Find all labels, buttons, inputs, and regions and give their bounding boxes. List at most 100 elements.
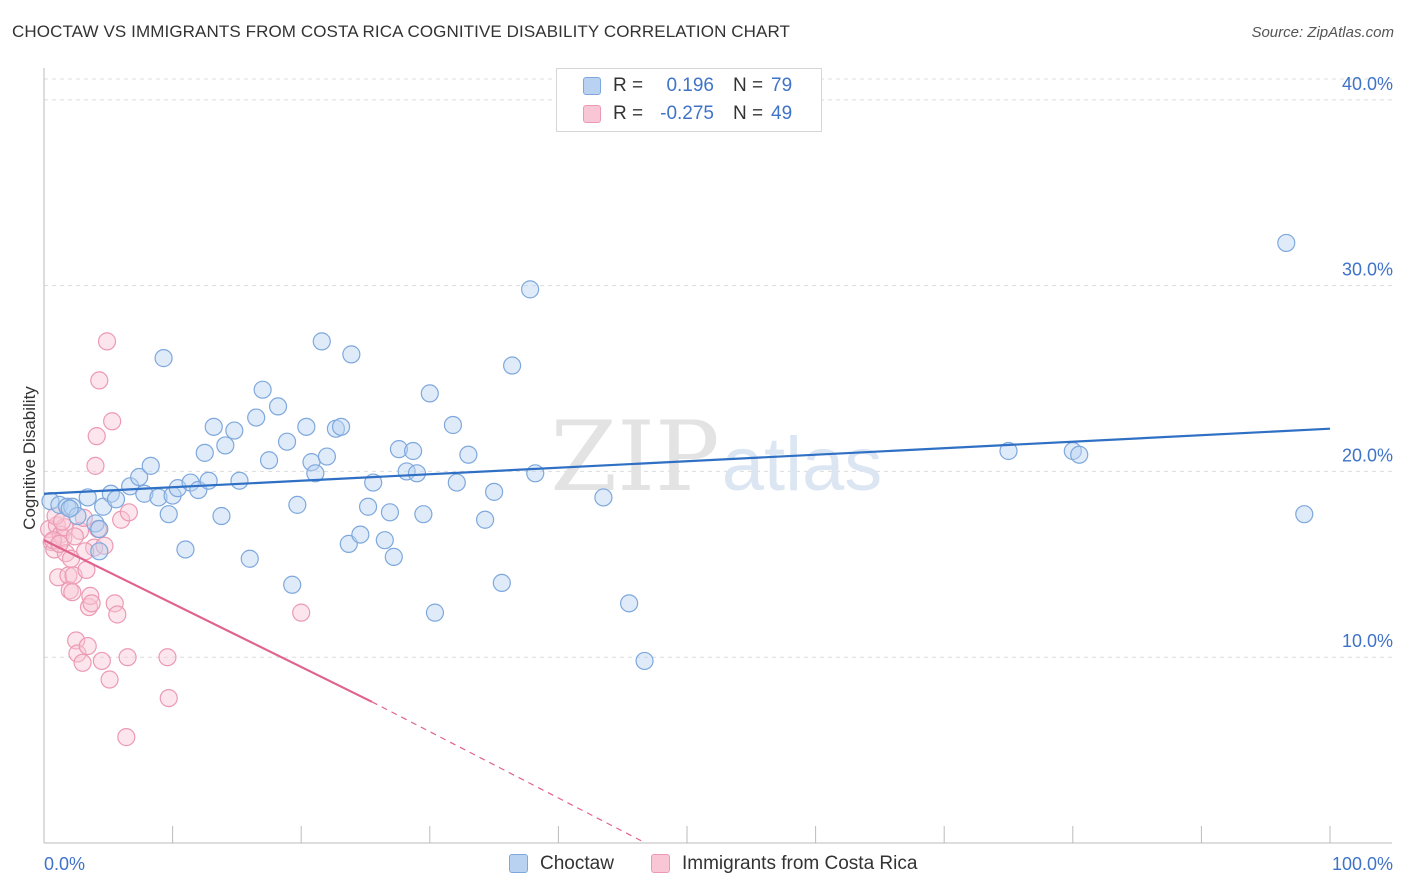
- costa-rica-point: [112, 510, 131, 529]
- legend-swatch-costa-rica: [583, 105, 601, 123]
- choctaw-point: [253, 380, 272, 399]
- chart-title: CHOCTAW VS IMMIGRANTS FROM COSTA RICA CO…: [12, 22, 791, 41]
- choctaw-point: [130, 467, 149, 487]
- y-tick-label: 40.0%: [1342, 74, 1393, 94]
- choctaw-point: [342, 345, 361, 364]
- legend-n-label: N =: [733, 75, 764, 96]
- costa-rica-point: [95, 536, 114, 555]
- choctaw-point: [288, 495, 307, 514]
- bottom-legend-label-choctaw: Choctaw: [540, 853, 614, 874]
- series-costa-rica-points: [40, 332, 311, 747]
- watermark: ZIP atlas: [550, 401, 882, 513]
- costa-rica-point: [65, 527, 84, 546]
- choctaw-point: [58, 497, 77, 516]
- choctaw-point: [247, 408, 266, 427]
- costa-rica-point: [60, 581, 79, 600]
- choctaw-point: [475, 510, 495, 529]
- correlation-legend: R = 0.196 N = 79 R = -0.275 N = 49: [556, 68, 822, 132]
- choctaw-point: [317, 447, 337, 466]
- x-tick-label: 100.0%: [1332, 854, 1393, 874]
- choctaw-point: [389, 440, 409, 459]
- choctaw-point: [503, 356, 522, 375]
- legend-n-label: N =: [733, 103, 764, 124]
- costa-rica-point: [159, 688, 178, 708]
- costa-rica-point: [63, 583, 82, 602]
- legend-r-value: -0.275: [660, 103, 714, 124]
- costa-rica-point: [67, 631, 86, 650]
- choctaw-point: [351, 525, 370, 544]
- costa-rica-point: [68, 644, 87, 663]
- bottom-legend-label-costa-rica: Immigrants from Costa Rica: [682, 853, 918, 874]
- costa-rica-point: [81, 586, 100, 606]
- choctaw-point: [268, 397, 288, 416]
- choctaw-point: [407, 464, 427, 483]
- choctaw-point: [283, 575, 302, 594]
- choctaw-point: [1070, 445, 1089, 464]
- choctaw-point: [594, 488, 613, 507]
- choctaw-point: [259, 451, 279, 470]
- legend-r-label: R =: [613, 75, 644, 96]
- choctaw-point: [620, 594, 639, 613]
- choctaw-point: [403, 441, 423, 461]
- choctaw-point: [1295, 505, 1314, 524]
- costa-rica-point: [292, 603, 311, 622]
- costa-rica-point: [90, 371, 109, 390]
- choctaw-point: [526, 464, 545, 483]
- choctaw-point: [447, 473, 466, 492]
- source-label: Source: ZipAtlas.com: [1251, 24, 1394, 41]
- choctaw-point: [154, 349, 173, 368]
- choctaw-point: [380, 503, 400, 522]
- costa-rica-point: [100, 670, 119, 689]
- costa-rica-point: [73, 653, 92, 672]
- costa-rica-point: [117, 728, 136, 747]
- choctaw-point: [635, 651, 654, 671]
- legend-n-value: 49: [771, 103, 793, 124]
- y-tick-labels: 10.0% 20.0% 30.0% 40.0%: [1342, 74, 1393, 651]
- choctaw-point: [141, 456, 160, 475]
- costa-rica-point: [108, 605, 127, 624]
- choctaw-point: [90, 519, 109, 539]
- legend-n-value: 79: [771, 75, 793, 96]
- watermark-zip: ZIP: [550, 401, 719, 513]
- choctaw-point: [375, 531, 394, 550]
- y-axis-label: Cognitive Disability: [20, 386, 39, 530]
- choctaw-point: [78, 488, 97, 507]
- y-tick-label: 30.0%: [1342, 260, 1393, 280]
- x-tick-labels: 0.0% 100.0%: [44, 854, 1393, 874]
- choctaw-point: [63, 497, 82, 516]
- costa-rica-point: [86, 456, 105, 475]
- choctaw-point: [999, 441, 1018, 461]
- y-tick-label: 20.0%: [1342, 445, 1393, 465]
- costa-rica-point: [119, 503, 138, 522]
- grid-layer: [44, 78, 1392, 658]
- choctaw-point: [68, 506, 87, 526]
- costa-rica-point: [92, 651, 111, 671]
- choctaw-point: [485, 482, 504, 501]
- choctaw-point: [159, 505, 178, 524]
- choctaw-point: [216, 436, 235, 455]
- bottom-legend-swatch-choctaw: [509, 854, 528, 873]
- legend-swatch-choctaw: [583, 77, 601, 95]
- choctaw-point: [195, 443, 214, 462]
- choctaw-point: [225, 421, 244, 440]
- choctaw-point: [492, 573, 511, 593]
- costa-rica-trend-line: [43, 539, 373, 703]
- legend-r-label: R =: [613, 103, 644, 124]
- choctaw-point: [204, 417, 223, 436]
- costa-rica-point: [158, 648, 177, 667]
- choctaw-point: [212, 506, 231, 526]
- choctaw-point: [425, 603, 445, 622]
- choctaw-point: [90, 542, 109, 561]
- costa-rica-point: [82, 594, 101, 613]
- choctaw-point: [358, 497, 378, 516]
- costa-rica-point: [78, 636, 97, 656]
- costa-rica-point: [87, 427, 106, 446]
- choctaw-point: [443, 415, 463, 435]
- trend-lines: [43, 427, 1331, 842]
- bottom-legend-swatch-costa-rica: [651, 854, 670, 873]
- choctaw-point: [106, 490, 126, 509]
- choctaw-point: [230, 471, 249, 490]
- choctaw-point: [306, 464, 325, 483]
- legend-r-value: 0.196: [666, 75, 714, 96]
